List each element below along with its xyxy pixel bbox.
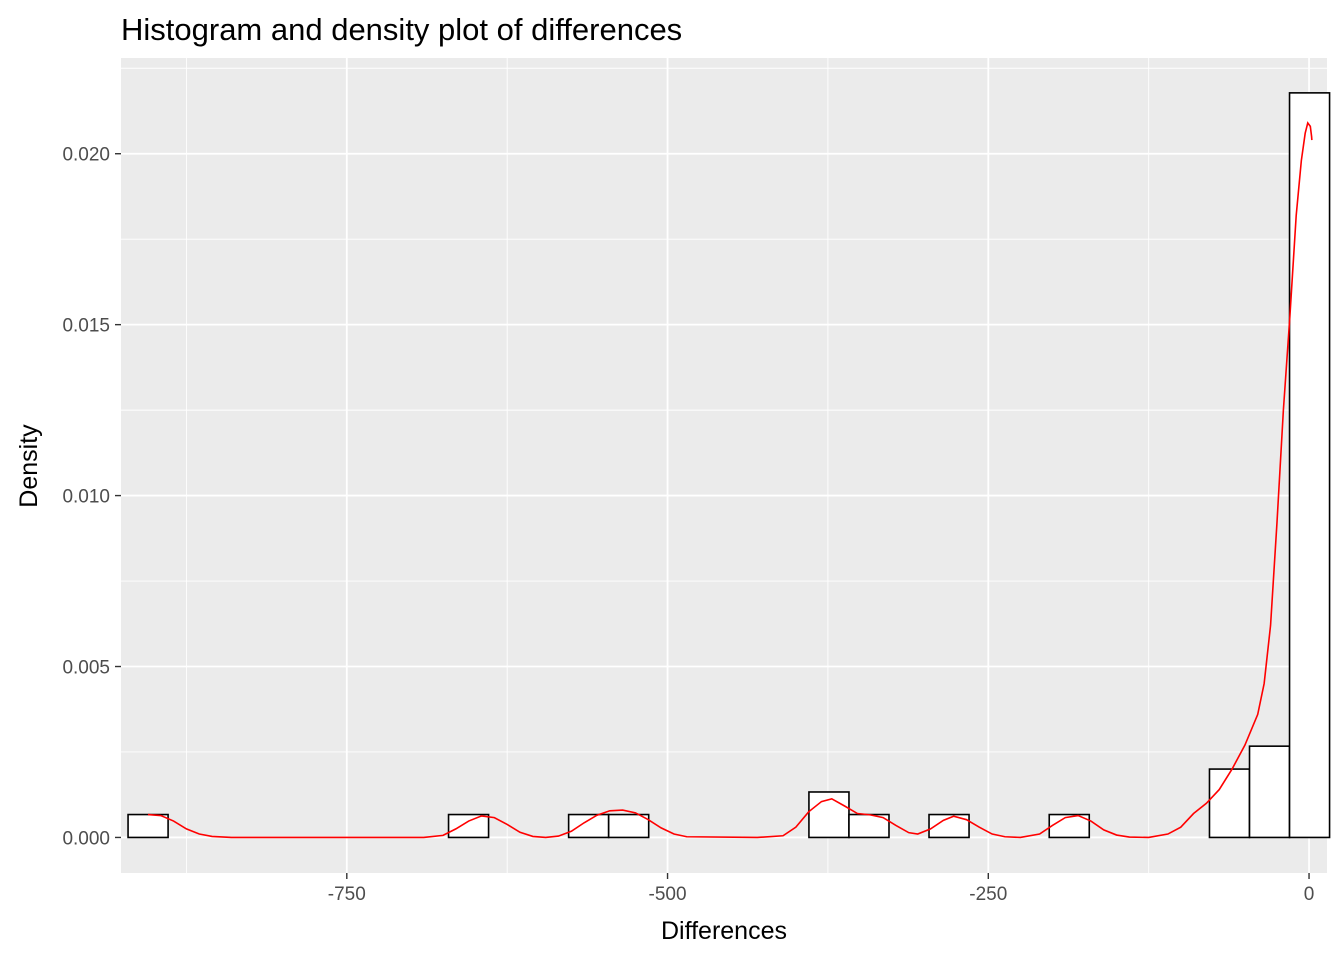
histogram-bar <box>607 813 650 839</box>
x-tick-label: -500 <box>649 884 687 905</box>
y-axis: 0.000 0.005 0.010 0.015 0.020 <box>62 145 121 849</box>
plot-panel <box>121 58 1327 873</box>
density-curve <box>147 121 1313 839</box>
chart-title: Histogram and density plot of difference… <box>121 12 682 47</box>
y-tick-label: 0.020 <box>62 145 110 166</box>
x-tick-label: 0 <box>1304 884 1315 905</box>
histogram-bar <box>1288 92 1331 839</box>
histogram-bar <box>127 813 169 839</box>
y-tick-label: 0.005 <box>62 658 110 679</box>
x-tick-label: -750 <box>328 884 366 905</box>
x-tick-label: -250 <box>969 884 1007 905</box>
histogram-bar <box>928 813 970 839</box>
y-tick-label: 0.010 <box>62 487 110 508</box>
y-tick-label: 0.000 <box>62 828 110 849</box>
x-axis: -750 -500 -250 0 <box>328 873 1315 905</box>
histogram-bar <box>447 813 490 839</box>
histogram-bar <box>567 813 610 839</box>
x-axis-title: Differences <box>661 917 787 945</box>
y-axis-title: Density <box>15 424 43 508</box>
histogram-bar <box>1048 813 1091 839</box>
histogram-bars <box>127 92 1331 839</box>
y-tick-label: 0.015 <box>62 316 110 337</box>
minor-gridlines <box>121 58 1327 873</box>
histogram-bar <box>1208 768 1251 839</box>
histogram-bar <box>1248 745 1291 839</box>
